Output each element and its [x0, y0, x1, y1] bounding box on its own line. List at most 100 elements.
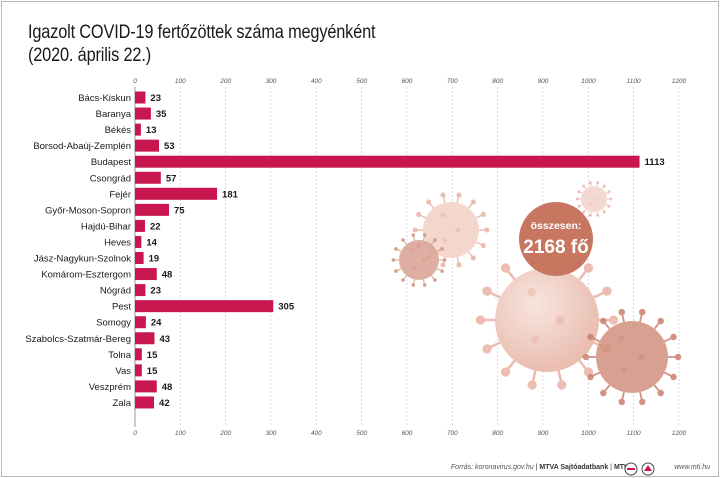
x-tick-label-bottom: 100 — [175, 430, 186, 437]
x-tick-label-bottom: 0 — [133, 430, 137, 437]
x-tick-label-top: 800 — [492, 78, 503, 85]
bar — [135, 316, 146, 329]
x-tick-label-top: 400 — [311, 78, 322, 85]
x-tick-label-bottom: 500 — [356, 430, 367, 437]
x-tick-label-top: 1200 — [672, 78, 687, 85]
x-tick-label-top: 500 — [356, 78, 367, 85]
mti-logos — [624, 462, 655, 476]
category-label: Szabolcs-Szatmár-Bereg — [25, 334, 131, 345]
bar — [135, 155, 640, 168]
category-label: Békés — [105, 125, 132, 136]
data-label: 48 — [162, 270, 173, 281]
data-label: 13 — [146, 125, 157, 136]
data-label: 57 — [166, 173, 177, 184]
x-tick-label-top: 300 — [266, 78, 277, 85]
footer: Forrás: koronavirus.gov.hu | MTVA Sajtóa… — [2, 461, 718, 476]
bar — [135, 396, 155, 409]
bar — [135, 187, 218, 200]
x-tick-label-bottom: 600 — [402, 430, 413, 437]
data-label: 305 — [278, 302, 295, 313]
data-label: 75 — [174, 205, 185, 216]
title-line-1: Igazolt COVID-19 fertőzöttek száma megyé… — [28, 22, 376, 43]
data-label: 42 — [159, 398, 170, 409]
category-label: Somogy — [96, 318, 131, 329]
x-tick-label-bottom: 700 — [447, 430, 458, 437]
category-label: Budapest — [91, 157, 132, 168]
x-tick-label-bottom: 900 — [538, 430, 549, 437]
category-label: Csongrád — [90, 173, 131, 184]
source-org: MTVA Sajtóadatbank — [539, 464, 609, 471]
data-label: 1113 — [645, 157, 665, 168]
x-tick-label-top: 200 — [219, 78, 231, 85]
total-value: 2168 fő — [523, 237, 588, 258]
bar — [135, 268, 157, 281]
data-label: 23 — [150, 286, 161, 297]
x-tick-label-bottom: 1000 — [581, 430, 596, 437]
x-tick-label-bottom: 300 — [266, 430, 277, 437]
total-badge — [519, 202, 593, 276]
bar — [135, 300, 274, 313]
bar — [135, 203, 169, 216]
x-tick-label-top: 1000 — [581, 78, 596, 85]
x-tick-label-top: 1100 — [627, 78, 641, 85]
x-tick-label-top: 700 — [447, 78, 458, 85]
virus-dark-icon — [582, 308, 682, 406]
bar — [135, 364, 142, 377]
mtva-logo-icon — [624, 462, 638, 476]
data-label: 15 — [147, 350, 158, 361]
source-separator-2: | — [608, 464, 614, 471]
x-tick-label-bottom: 800 — [492, 430, 503, 437]
data-label: 43 — [159, 334, 170, 345]
source-prefix: Forrás: koronavirus.gov.hu — [450, 464, 534, 471]
data-label: 53 — [164, 141, 175, 152]
category-label: Jász-Nagykun-Szolnok — [34, 254, 131, 265]
virus-mid-icon — [412, 192, 490, 268]
virus-large-icon — [475, 250, 619, 390]
category-label: Bács-Kiskun — [78, 93, 131, 104]
data-label: 15 — [147, 366, 158, 377]
bar — [135, 219, 145, 232]
bar — [135, 348, 142, 361]
data-label: 19 — [149, 254, 160, 265]
category-label: Veszprém — [89, 382, 131, 393]
bar — [135, 235, 142, 248]
source-mti: MTI — [613, 464, 626, 471]
data-label: 35 — [156, 109, 167, 120]
category-label: Komárom-Esztergom — [41, 270, 131, 281]
bar — [135, 252, 144, 264]
source-line: Forrás: koronavirus.gov.hu | MTVA Sajtóa… — [451, 464, 626, 471]
category-label: Pest — [112, 302, 131, 313]
bar — [135, 284, 146, 297]
category-label: Heves — [104, 237, 131, 248]
x-tick-label-bottom: 400 — [311, 430, 322, 437]
data-label: 22 — [150, 221, 161, 232]
x-tick-label-top: 900 — [538, 78, 549, 85]
virus-small-dark-icon — [391, 233, 447, 287]
bar — [135, 107, 151, 120]
category-label: Vas — [115, 366, 131, 377]
mti-logo-icon — [641, 462, 655, 476]
category-label: Zala — [113, 398, 132, 409]
data-label: 24 — [151, 318, 162, 329]
x-tick-label-bottom: 1200 — [672, 430, 687, 437]
category-label: Borsod-Abaúj-Zemplén — [33, 141, 131, 152]
category-label: Győr-Moson-Sopron — [45, 205, 131, 216]
virus-tiny-icon — [575, 181, 613, 217]
site-url: www.mti.hu — [674, 464, 710, 471]
data-label: 14 — [146, 237, 157, 248]
data-label: 23 — [150, 93, 161, 104]
category-label: Nógrád — [100, 286, 131, 297]
title-line-2: (2020. április 22.) — [28, 45, 151, 66]
bar — [135, 123, 141, 136]
data-label: 181 — [222, 189, 239, 200]
x-tick-label-top: 600 — [402, 78, 413, 85]
source-separator: | — [533, 464, 540, 471]
chart-title: Igazolt COVID-19 fertőzöttek száma megyé… — [28, 21, 510, 67]
x-tick-label-top: 100 — [175, 78, 186, 85]
x-tick-label-bottom: 1100 — [627, 430, 641, 437]
bar — [135, 91, 146, 104]
x-tick-label-bottom: 200 — [219, 430, 231, 437]
bar — [135, 139, 160, 152]
